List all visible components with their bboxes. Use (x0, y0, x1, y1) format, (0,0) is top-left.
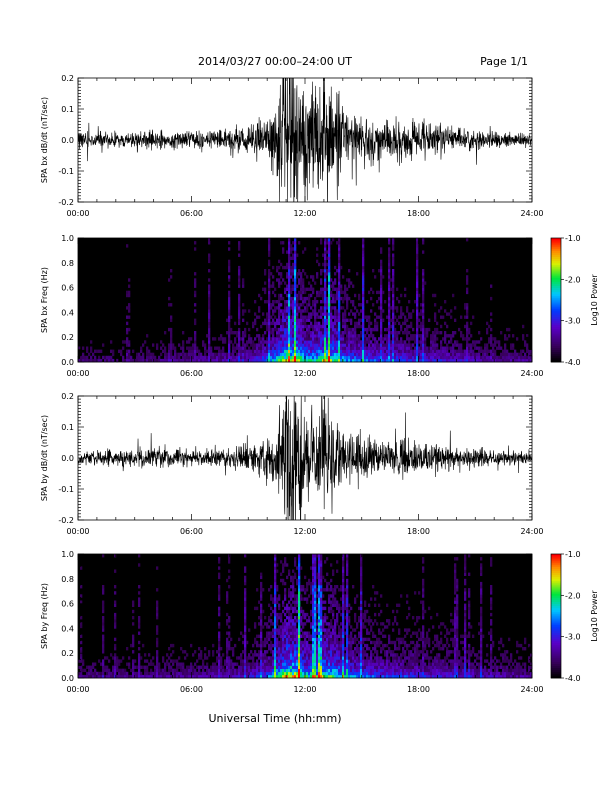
x-tick-label: 18:00 (407, 209, 430, 218)
bx-dbdt-panel: -0.2 -0.1 0.0 0.1 0.2 00:00 06:00 12:00 18:00 24:… (40, 46, 544, 230)
y-axis-label: SPA by Freq (Hz) (40, 583, 49, 649)
colorbar-label: Log10 Power (590, 590, 599, 642)
y-tick-label: 0.0 (61, 454, 74, 463)
by-spectrogram-panel: 0.0 0.2 0.4 0.6 0.8 1.0 00:00 06:00 12:00 18:00 24… (40, 550, 599, 694)
colorbar: -1.0 -2.0 -3.0 -4.0 Log10 Power (551, 550, 599, 683)
x-tick-label: 00:00 (66, 527, 89, 536)
y-tick-label: -0.1 (58, 167, 74, 176)
y-tick-label: 0.0 (61, 674, 74, 683)
y-tick-label: 0.2 (61, 333, 74, 342)
x-axis-label: Universal Time (hh:mm) (209, 712, 342, 725)
date-range-title: 2014/03/27 00:00–24:00 UT (198, 55, 352, 68)
y-tick-label: 1.0 (61, 234, 74, 243)
y-tick-label: 0.1 (61, 423, 74, 432)
page-indicator: Page 1/1 (480, 55, 528, 68)
y-tick-label: -0.2 (58, 516, 74, 525)
y-tick-label: 0.2 (61, 392, 74, 401)
colorbar-swatch (551, 554, 561, 556)
y-tick-label: 0.0 (61, 136, 74, 145)
x-tick-label: 24:00 (520, 685, 543, 694)
colorbar-tick-label: -3.0 (565, 633, 581, 642)
x-tick-label: 18:00 (407, 369, 430, 378)
x-tick-label: 12:00 (293, 209, 316, 218)
x-tick-label: 00:00 (66, 369, 89, 378)
x-tick-label: 24:00 (520, 209, 543, 218)
colorbar-label: Log10 Power (590, 274, 599, 326)
x-tick-label: 06:00 (180, 209, 203, 218)
by-dbdt-panel: -0.2 -0.1 0.0 0.1 0.2 00:00 06:00 12:00 18:00 24:… (40, 379, 544, 553)
colorbar-tick-label: -2.0 (565, 275, 581, 284)
colorbar: -1.0 -2.0 -3.0 -4.0 Log10 Power (551, 234, 599, 367)
y-tick-label: 0.8 (61, 259, 74, 268)
spectrogram-cells (78, 554, 532, 678)
x-tick-label: 12:00 (293, 685, 316, 694)
y-tick-label: 0.0 (61, 358, 74, 367)
y-tick-label: 0.6 (61, 284, 74, 293)
x-tick-label: 06:00 (180, 369, 203, 378)
y-tick-label: 1.0 (61, 550, 74, 559)
y-tick-label: -0.2 (58, 198, 74, 207)
y-tick-label: 0.2 (61, 74, 74, 83)
bx-spectrogram-panel: 0.0 0.2 0.4 0.6 0.8 1.0 00:00 06:00 12:00 18:00 24… (40, 234, 599, 378)
y-tick-label: 0.4 (61, 624, 74, 633)
colorbar-tick-label: -4.0 (565, 358, 581, 367)
x-tick-label: 24:00 (520, 527, 543, 536)
y-axis-label: SPA by dB/dt (nT/sec) (40, 415, 49, 501)
x-tick-label: 24:00 (520, 369, 543, 378)
colorbar-swatch (551, 238, 561, 240)
y-tick-label: -0.1 (58, 485, 74, 494)
colorbar-tick-label: -2.0 (565, 591, 581, 600)
x-tick-label: 18:00 (407, 527, 430, 536)
x-tick-label: 06:00 (180, 527, 203, 536)
y-tick-label: 0.2 (61, 649, 74, 658)
y-tick-label: 0.1 (61, 105, 74, 114)
y-tick-label: 0.4 (61, 308, 74, 317)
x-tick-label: 00:00 (66, 209, 89, 218)
x-tick-label: 12:00 (293, 527, 316, 536)
y-tick-label: 0.8 (61, 575, 74, 584)
y-axis-label: SPA bx dB/dt (nT/sec) (40, 97, 49, 183)
x-tick-label: 00:00 (66, 685, 89, 694)
spectrogram-cells (78, 238, 532, 362)
colorbar-tick-label: -4.0 (565, 674, 581, 683)
colorbar-tick-label: -1.0 (565, 550, 581, 559)
x-tick-label: 06:00 (180, 685, 203, 694)
x-tick-label: 12:00 (293, 369, 316, 378)
y-axis-label: SPA bx Freq (Hz) (40, 267, 49, 333)
y-tick-label: 0.6 (61, 600, 74, 609)
colorbar-tick-label: -1.0 (565, 234, 581, 243)
colorbar-tick-label: -3.0 (565, 317, 581, 326)
x-tick-label: 18:00 (407, 685, 430, 694)
